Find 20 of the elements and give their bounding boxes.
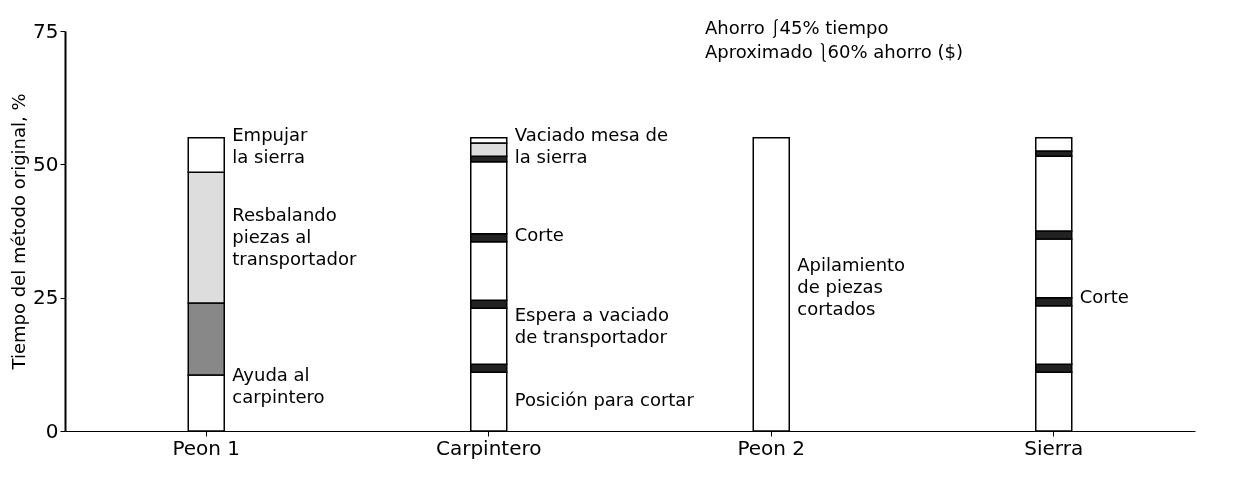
annotation: Corte bbox=[1079, 286, 1129, 307]
y-tick-label: 75 bbox=[33, 18, 59, 43]
annotation: Vaciado mesa de la sierra bbox=[514, 124, 669, 167]
x-tick-label: Carpintero bbox=[435, 435, 542, 460]
annotation: Resbalando piezas al transportador bbox=[232, 204, 357, 269]
annotation: Apilamiento de piezas cortados bbox=[797, 254, 906, 319]
annotation: Aproximado ⎱60% ahorro ($) bbox=[705, 41, 964, 62]
annotation: Corte bbox=[514, 224, 564, 245]
x-tick-label: Peon 1 bbox=[172, 435, 241, 460]
annotation: Ahorro ⎰45% tiempo bbox=[705, 17, 889, 38]
y-tick-label: 25 bbox=[33, 285, 59, 310]
x-tick-label: Peon 2 bbox=[737, 435, 806, 460]
annotation: Ayuda al carpintero bbox=[232, 364, 325, 407]
y-axis-title: Tiempo del método original, % bbox=[8, 93, 30, 371]
annotation: Empujar la sierra bbox=[232, 124, 309, 167]
y-tick-label: 0 bbox=[45, 418, 59, 443]
y-tick-label: 50 bbox=[33, 151, 59, 176]
x-tick-label: Sierra bbox=[1024, 435, 1084, 460]
annotation: Posición para cortar bbox=[514, 389, 695, 410]
annotation: Espera a vaciado de transportador bbox=[514, 304, 669, 347]
